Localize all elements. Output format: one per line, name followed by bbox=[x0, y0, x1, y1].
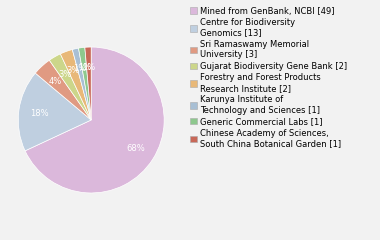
Wedge shape bbox=[35, 60, 91, 120]
Text: 1%: 1% bbox=[73, 64, 87, 73]
Wedge shape bbox=[85, 47, 91, 120]
Wedge shape bbox=[18, 73, 91, 151]
Text: 68%: 68% bbox=[126, 144, 145, 153]
Wedge shape bbox=[49, 54, 91, 120]
Text: 3%: 3% bbox=[58, 70, 71, 79]
Wedge shape bbox=[60, 49, 91, 120]
Text: 1%: 1% bbox=[82, 63, 95, 72]
Text: 1%: 1% bbox=[78, 63, 91, 72]
Wedge shape bbox=[25, 47, 164, 193]
Text: 4%: 4% bbox=[49, 77, 62, 86]
Wedge shape bbox=[79, 47, 91, 120]
Legend: Mined from GenBank, NCBI [49], Centre for Biodiversity
Genomics [13], Sri Ramasw: Mined from GenBank, NCBI [49], Centre fo… bbox=[190, 6, 347, 148]
Wedge shape bbox=[72, 48, 91, 120]
Text: 3%: 3% bbox=[66, 66, 80, 75]
Text: 18%: 18% bbox=[30, 109, 48, 118]
